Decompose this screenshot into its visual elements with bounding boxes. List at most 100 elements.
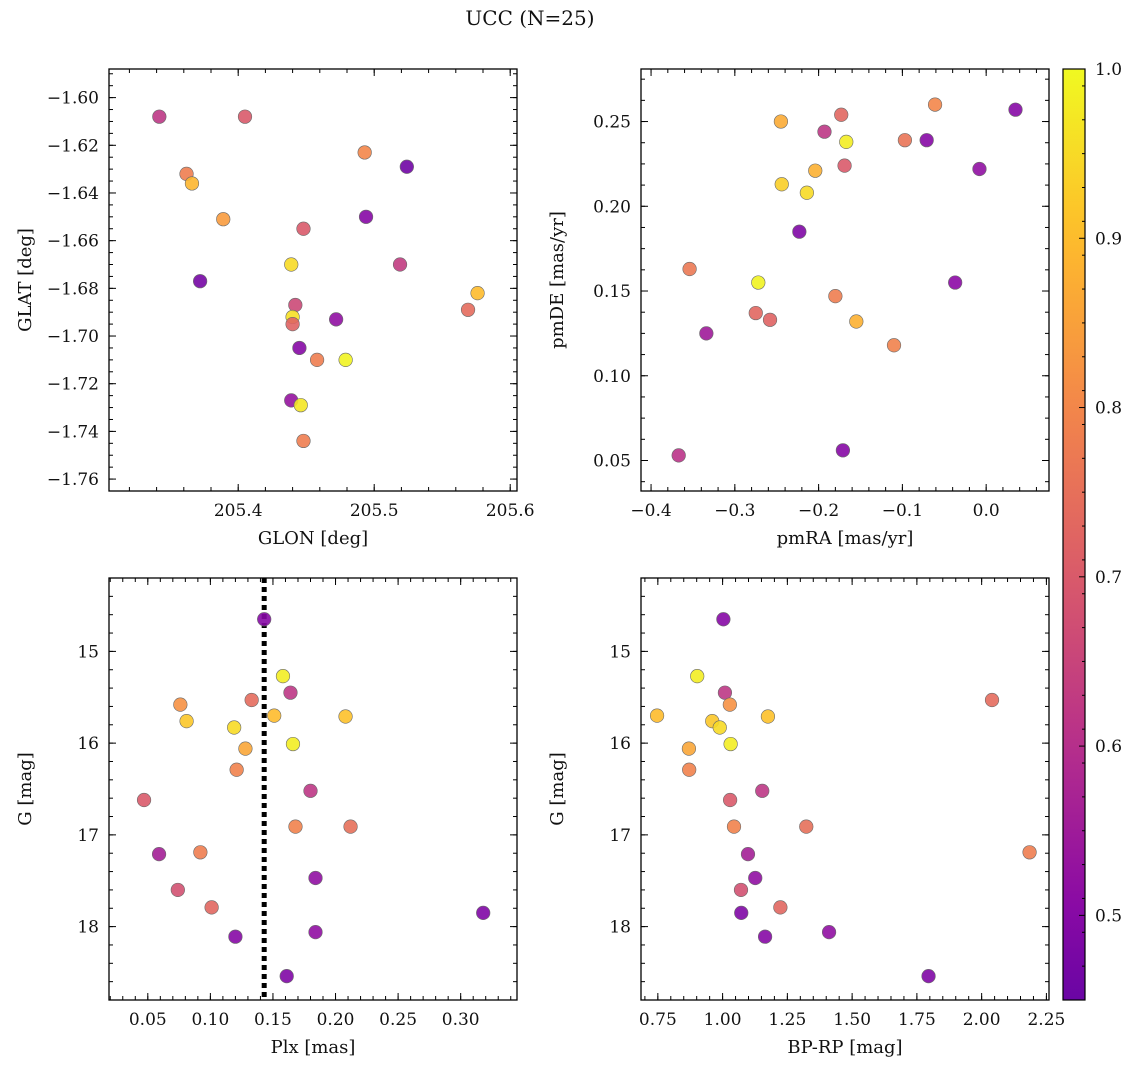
scatter-point xyxy=(733,882,749,898)
scatter-point xyxy=(470,286,485,301)
scatter-point xyxy=(293,398,308,413)
y-tick-label: 16 xyxy=(77,734,99,754)
y-tick-label: 0.15 xyxy=(593,282,631,302)
colorbar: 0.5 0.6 0.7 0.8 0.9 1.0 xyxy=(1062,60,1122,1001)
y-tick-label: −1.60 xyxy=(47,89,99,109)
scatter-point xyxy=(1022,845,1037,860)
panel-pmra-pmde: −0.4 −0.3 −0.2 −0.1 0.0 0.05 0.10 0.15 0.20 0.25 p… xyxy=(547,68,1050,549)
y-tick-label: 0.20 xyxy=(593,197,631,217)
scatter-point xyxy=(712,720,727,735)
scatter-point xyxy=(237,109,253,124)
scatter-point xyxy=(716,612,731,627)
scatter-point xyxy=(722,697,737,712)
scatter-point xyxy=(919,133,934,148)
x-axis-label: pmRA [mas/yr] xyxy=(777,528,914,549)
y-tick-label: 18 xyxy=(77,918,99,938)
scatter-point xyxy=(152,109,167,124)
y-tick-label: 0.05 xyxy=(593,451,631,471)
scatter-point xyxy=(338,709,353,724)
x-tick-label: 2.25 xyxy=(1027,1010,1065,1030)
scatter-point xyxy=(927,97,943,112)
scatter-point xyxy=(808,163,823,178)
scatter-point xyxy=(682,762,697,777)
x-tick-label: 0.30 xyxy=(442,1010,480,1030)
y-tick-label: −1.74 xyxy=(47,422,99,442)
x-tick-label: −0.4 xyxy=(630,501,671,521)
scatter-point xyxy=(308,870,323,886)
scatter-point xyxy=(228,929,243,944)
colorbar-tick-label: 0.7 xyxy=(1095,568,1122,588)
scatter-point xyxy=(682,261,697,277)
scatter-point xyxy=(392,257,408,272)
scatter-point xyxy=(948,275,963,290)
colorbar-tick-label: 0.5 xyxy=(1095,906,1122,926)
scatter-point xyxy=(238,741,253,756)
x-tick-label: 0.10 xyxy=(191,1010,229,1030)
scatter-point xyxy=(681,741,697,756)
scatter-point xyxy=(799,819,814,834)
x-tick-label: −0.1 xyxy=(882,501,923,521)
scatter-point xyxy=(357,145,372,160)
x-tick-label: −0.3 xyxy=(714,501,755,521)
scatter-point xyxy=(740,847,756,862)
scatter-point xyxy=(699,326,714,341)
scatter-point xyxy=(292,340,307,356)
scatter-point xyxy=(151,847,167,862)
y-tick-label: 0.10 xyxy=(593,367,631,387)
scatter-point xyxy=(1008,102,1023,117)
scatter-point xyxy=(773,114,789,129)
scatter-point xyxy=(279,969,294,984)
x-tick-label: 0.15 xyxy=(254,1010,292,1030)
y-axis-label: pmDE [mas/yr] xyxy=(547,211,568,349)
scatter-point xyxy=(184,176,200,191)
scatter-point xyxy=(723,792,738,808)
scatter-point xyxy=(285,736,301,752)
y-axis-label: G [mag] xyxy=(15,752,36,825)
scatter-point xyxy=(821,925,837,940)
y-tick-label: 17 xyxy=(77,826,99,846)
colorbar-gradient xyxy=(1062,68,1086,1001)
colorbar-tick-label: 0.8 xyxy=(1095,399,1122,419)
scatter-point xyxy=(338,352,353,367)
y-tick-label: −1.72 xyxy=(47,375,99,395)
scatter-point xyxy=(751,275,766,290)
scatter-point xyxy=(227,720,242,735)
scatter-point xyxy=(460,302,476,317)
scatter-point xyxy=(921,969,936,984)
scatter-point xyxy=(734,905,749,920)
y-tick-label: 0.25 xyxy=(593,113,631,133)
scatter-point xyxy=(136,792,152,808)
scatter-point xyxy=(229,762,244,777)
x-tick-label: 1.75 xyxy=(898,1010,936,1030)
panel-glon-glat: 205.4 205.5 205.6 −1.60 −1.62 −1.64 −1.66 −1.68… xyxy=(15,68,535,549)
x-axis-label: BP-RP [mag] xyxy=(787,1037,902,1058)
x-tick-label: 0.25 xyxy=(379,1010,417,1030)
scatter-point xyxy=(283,685,298,700)
scatter-point xyxy=(897,133,913,148)
scatter-point xyxy=(760,709,776,724)
scatter-point xyxy=(284,257,299,272)
y-axis-label: GLAT [deg] xyxy=(15,228,36,332)
colorbar-tick-label: 0.6 xyxy=(1095,737,1122,757)
x-tick-label: 0.75 xyxy=(639,1010,677,1030)
x-tick-label: 0.05 xyxy=(129,1010,167,1030)
y-tick-label: −1.64 xyxy=(47,184,99,204)
scatter-point xyxy=(984,692,1000,708)
scatter-point xyxy=(649,708,665,723)
scatter-point xyxy=(799,185,814,200)
y-tick-label: 18 xyxy=(609,918,631,938)
scatter-point xyxy=(343,819,358,834)
x-axis-label: GLON [deg] xyxy=(258,528,368,549)
scatter-point xyxy=(296,433,311,449)
scatter-point xyxy=(275,669,291,684)
scatter-point xyxy=(285,317,300,332)
scatter-point xyxy=(837,158,852,173)
axes-frame xyxy=(640,577,1050,1001)
x-tick-label: 1.50 xyxy=(833,1010,871,1030)
y-tick-label: −1.66 xyxy=(47,232,99,252)
scatter-point xyxy=(244,692,259,708)
x-tick-label: 0.20 xyxy=(317,1010,355,1030)
panel-bprp-g: 0.75 1.00 1.25 1.50 1.75 2.00 2.25 15 16 17 18 BP-R… xyxy=(547,577,1065,1058)
x-tick-label: 1.00 xyxy=(704,1010,742,1030)
